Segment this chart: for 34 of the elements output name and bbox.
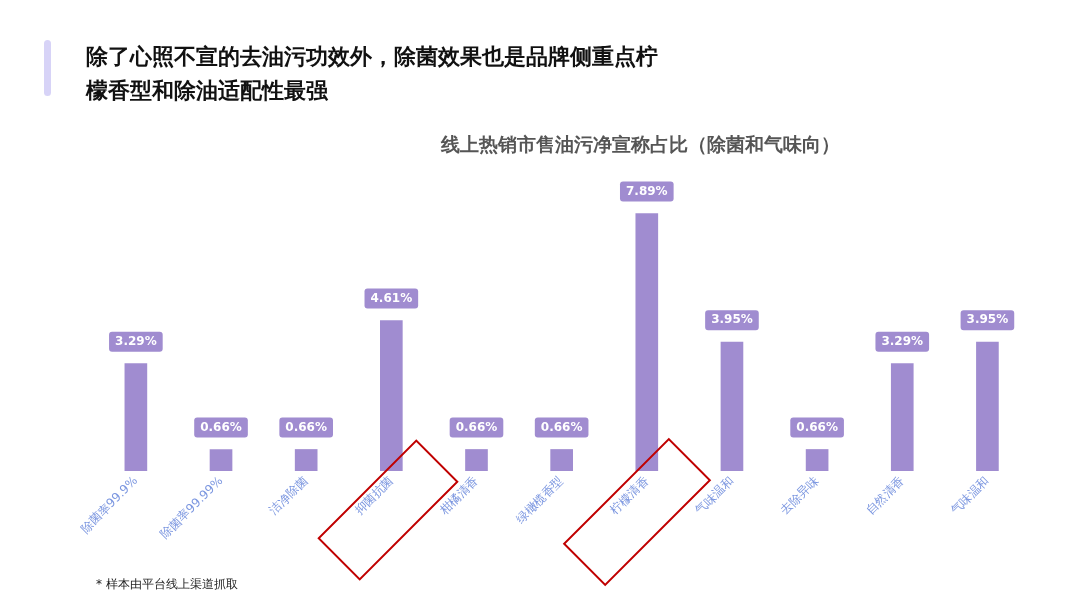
bar	[720, 341, 744, 472]
chart-title: 除了心照不宣的去油污功效外，除菌效果也是品牌侧重点柠檬香型和除油适配性最强	[86, 43, 659, 105]
data-label: 0.66%	[285, 419, 327, 434]
x-tick-label: 自然清香	[862, 473, 907, 518]
bar	[380, 320, 403, 472]
text: * 样本由平台线上渠道抓取	[96, 576, 238, 593]
data-label: 0.66%	[796, 419, 838, 434]
x-tick-label: 气味温和	[947, 473, 992, 518]
data-label: 3.29%	[115, 333, 157, 348]
bar	[635, 213, 659, 472]
x-tick-label: 柠檬清香	[607, 473, 652, 518]
bar	[124, 363, 148, 472]
x-tick-label: 气味温和	[692, 473, 737, 518]
chart-subtitle: 线上热销市售油污净宣称占比（除菌和气味向）	[439, 132, 841, 157]
bar	[465, 449, 488, 472]
x-tick-label: 绿橄榄香型	[513, 473, 566, 526]
data-label: 0.66%	[200, 419, 242, 434]
x-tick-label: 抑菌抗菌	[351, 473, 396, 518]
x-tick-label: 洁净除菌	[266, 473, 311, 518]
data-label: 3.95%	[966, 312, 1009, 327]
bar	[805, 449, 829, 472]
bar	[976, 341, 999, 472]
data-label: 0.66%	[540, 419, 583, 434]
data-label: 0.66%	[455, 419, 498, 434]
x-tick-label: 柑橘清香	[436, 473, 481, 519]
bar	[294, 449, 318, 472]
bar	[550, 449, 573, 472]
data-label: 7.89%	[625, 183, 668, 198]
data-label: 3.95%	[711, 312, 753, 327]
bar	[890, 363, 914, 472]
data-label: 3.29%	[881, 333, 924, 348]
x-tick-label: 去除异味	[777, 473, 822, 518]
data-label: 4.61%	[370, 290, 413, 305]
bar	[209, 449, 233, 472]
